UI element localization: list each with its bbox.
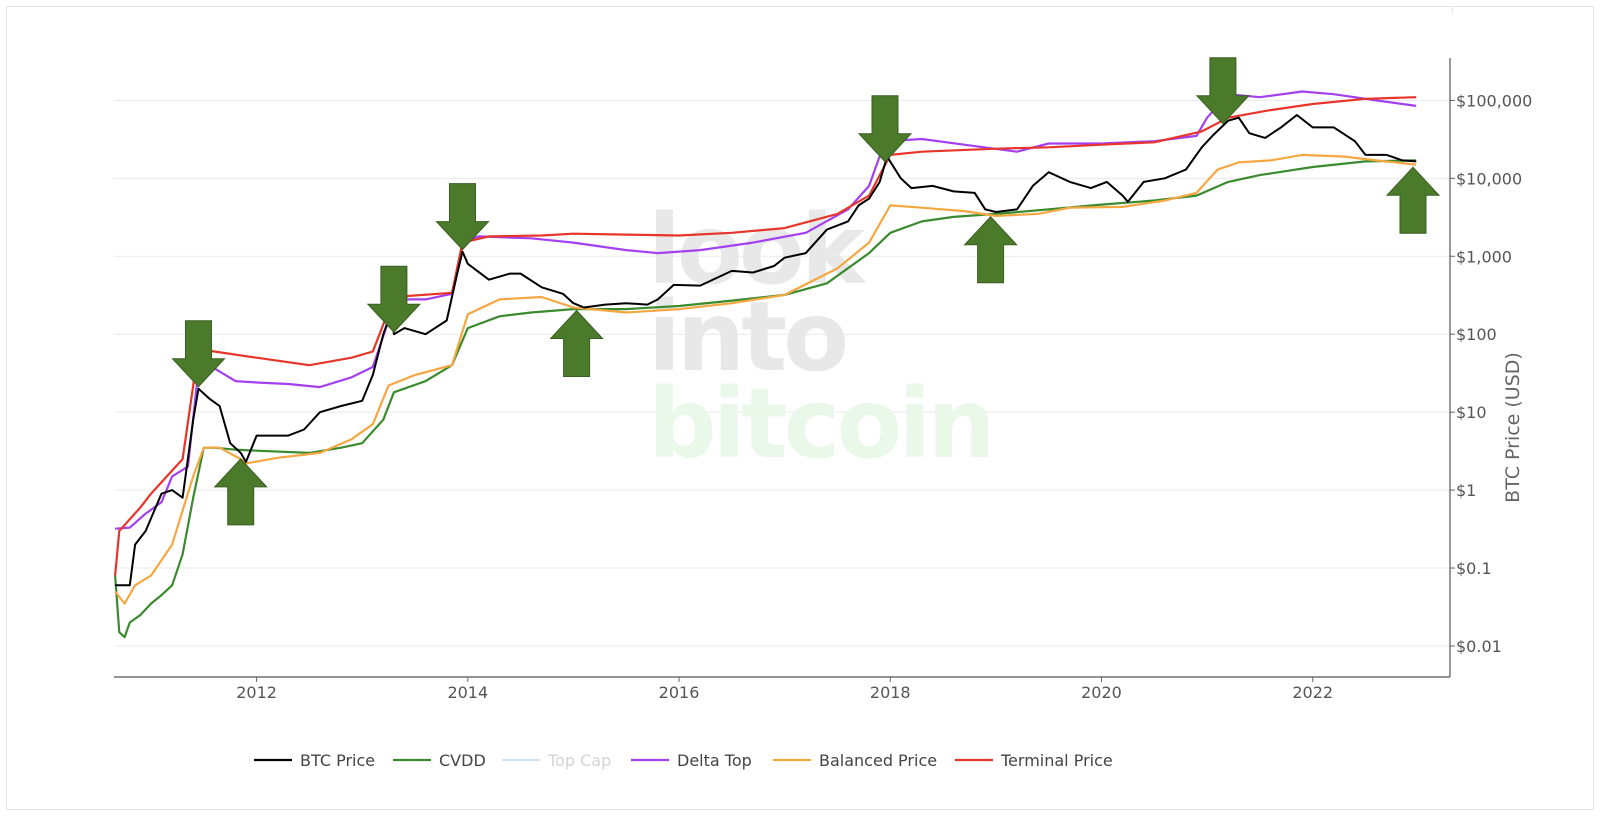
x-tick-label: 2014	[447, 683, 488, 702]
arrow-down-icon	[857, 95, 913, 163]
y-tick-label: $1	[1456, 481, 1476, 500]
y-tick-label: $0.1	[1456, 559, 1492, 578]
chart-frame	[6, 6, 1594, 810]
y-tick-label: $1,000	[1456, 247, 1512, 266]
legend-label: BTC Price	[300, 751, 375, 770]
legend-item-delta[interactable]: Delta Top	[631, 751, 752, 770]
arrow-up-icon	[549, 309, 604, 377]
axes: $0.01 $0.1 $1 $10 $100 $1,000 $10,000 $100,000 2…	[114, 58, 1532, 702]
x-tick-label: 2012	[236, 683, 277, 702]
legend-label: Delta Top	[677, 751, 752, 770]
annotation-arrows	[171, 57, 1441, 526]
y-axis-title: BTC Price (USD)	[1502, 352, 1524, 503]
legend-item-balanced[interactable]: Balanced Price	[773, 751, 937, 770]
legend-item-topcap[interactable]: Top Cap	[502, 751, 611, 770]
arrow-down-icon	[435, 183, 490, 251]
series-line-cvdd	[114, 159, 1417, 639]
watermark-line-3: bitcoin	[648, 368, 992, 480]
arrow-up-icon	[963, 215, 1018, 284]
y-tick-label: $10,000	[1456, 169, 1522, 188]
y-tick-label: $100	[1456, 325, 1497, 344]
gridlines	[114, 99, 1450, 647]
legend-label: Top Cap	[547, 751, 611, 770]
legend: BTC Price CVDD Top Cap Delta Top Balanced Pr…	[254, 751, 1113, 770]
x-tick-label: 2016	[659, 683, 700, 702]
frame-divider	[1452, 6, 1453, 14]
y-tick-label: $0.01	[1456, 637, 1502, 656]
y-tick-label: $10	[1456, 403, 1487, 422]
legend-item-btc[interactable]: BTC Price	[254, 751, 375, 770]
legend-label: Balanced Price	[819, 751, 937, 770]
legend-item-terminal[interactable]: Terminal Price	[955, 751, 1113, 770]
arrow-up-icon	[213, 458, 268, 526]
arrow-down-icon	[1195, 57, 1251, 125]
series-line-btc	[115, 114, 1417, 587]
watermark-line-1: look	[648, 194, 867, 306]
x-tick-label: 2020	[1081, 683, 1122, 702]
series-line-balanced	[114, 153, 1417, 605]
legend-label: CVDD	[439, 751, 486, 770]
y-tick-label: $100,000	[1456, 91, 1532, 110]
legend-label: Terminal Price	[1000, 751, 1113, 770]
arrow-down-icon	[366, 265, 422, 333]
legend-item-cvdd[interactable]: CVDD	[393, 751, 486, 770]
x-tick-label: 2022	[1292, 683, 1333, 702]
arrow-up-icon	[1385, 166, 1441, 234]
arrow-down-icon	[171, 320, 226, 388]
x-tick-label: 2018	[870, 683, 911, 702]
